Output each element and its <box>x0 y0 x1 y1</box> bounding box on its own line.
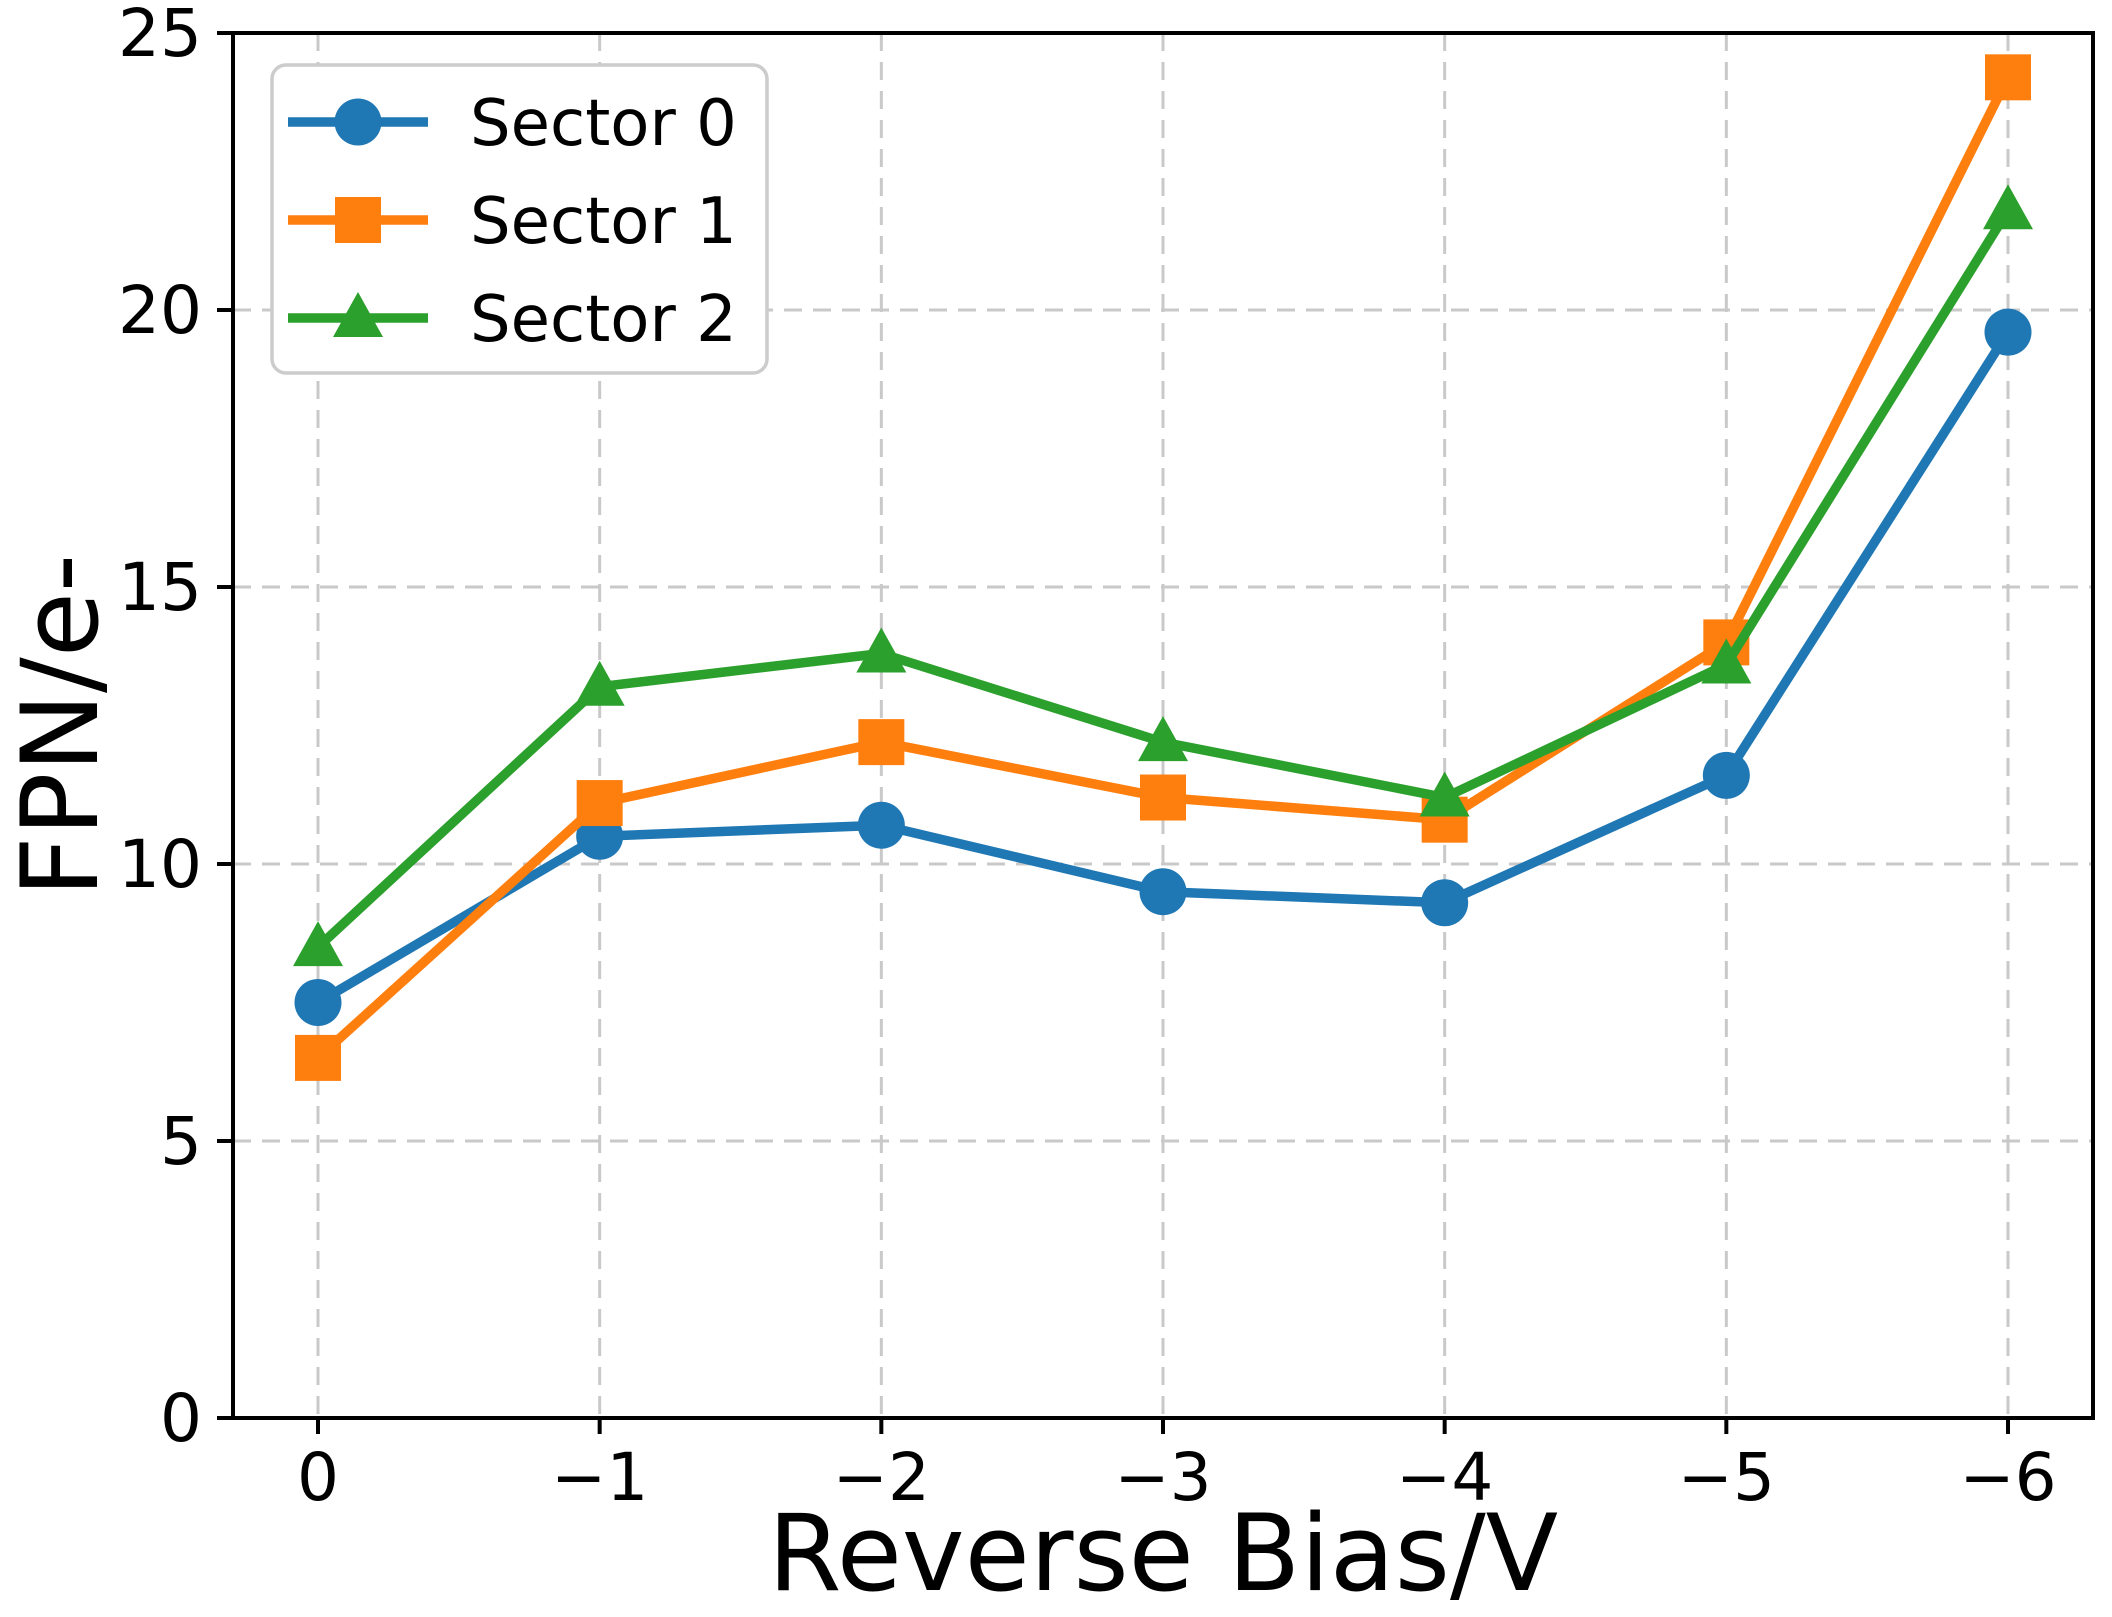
x-tick-label: −6 <box>1959 1439 2056 1516</box>
x-tick-label: −5 <box>1678 1439 1775 1516</box>
legend-item-sector-1: Sector 1 <box>288 185 737 259</box>
y-tick-label: 0 <box>160 1380 202 1457</box>
marker-circle-sector-0 <box>1702 751 1750 799</box>
legend-label-sector-2: Sector 2 <box>470 283 737 357</box>
marker-triangle-sector-2 <box>293 921 343 967</box>
y-tick-label: 25 <box>118 0 202 72</box>
marker-circle-sector-0 <box>294 979 342 1026</box>
marker-square-sector-1 <box>858 719 905 766</box>
legend-item-sector-0: Sector 0 <box>288 87 737 161</box>
legend-box <box>270 63 769 375</box>
legend-item-sector-2: Sector 2 <box>288 283 737 357</box>
marker-triangle-sector-2 <box>1983 184 2033 230</box>
y-tick-label: 20 <box>118 272 202 349</box>
marker-circle-sector-0 <box>1139 868 1187 916</box>
marker-square-sector-1 <box>1985 54 2031 101</box>
marker-triangle-sector-2 <box>856 627 907 673</box>
marker-square-sector-1 <box>1140 774 1186 821</box>
marker-square-sector-1 <box>295 1034 341 1081</box>
legend: Sector 0 Sector 1 Sector 2 <box>270 63 769 375</box>
x-tick-label: −4 <box>1396 1439 1493 1516</box>
marker-circle-sector-0 <box>1984 308 2032 356</box>
y-tick-label: 5 <box>160 1103 202 1180</box>
x-tick-label: −2 <box>833 1439 930 1516</box>
marker-circle-sector-0 <box>1421 879 1469 927</box>
legend-marker-square-sector-1 <box>335 197 381 243</box>
marker-triangle-sector-2 <box>1701 638 1752 684</box>
marker-square-sector-1 <box>576 780 623 827</box>
y-tick-label: 15 <box>118 549 202 626</box>
x-tick-label: −3 <box>1114 1439 1211 1516</box>
marker-triangle-sector-2 <box>1138 716 1188 762</box>
legend-marker-circle-sector-0 <box>334 98 382 146</box>
legend-label-sector-0: Sector 0 <box>470 87 737 161</box>
marker-circle-sector-0 <box>857 801 905 849</box>
y-axis-label: FPN/e- <box>0 554 122 897</box>
marker-triangle-sector-2 <box>1419 771 1470 817</box>
x-axis-label: Reverse Bias/V <box>768 1492 1558 1615</box>
x-tick-label: 0 <box>297 1439 339 1516</box>
legend-marker-triangle-sector-2 <box>333 292 383 337</box>
legend-label-sector-1: Sector 1 <box>470 185 737 259</box>
marker-triangle-sector-2 <box>574 660 625 706</box>
x-tick-label: −1 <box>551 1439 648 1516</box>
y-tick-label: 10 <box>118 826 202 903</box>
